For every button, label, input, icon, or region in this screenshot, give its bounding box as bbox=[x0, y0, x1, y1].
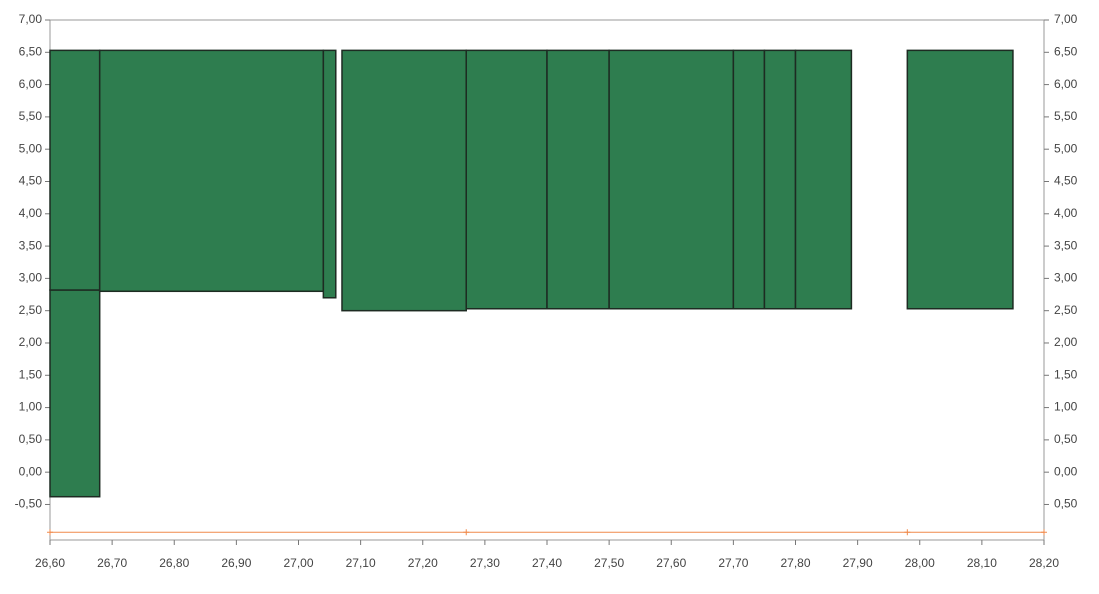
y-tick-label: 7,00 bbox=[19, 12, 43, 26]
x-tick-label: 27,10 bbox=[346, 556, 376, 570]
y-tick-label: 3,00 bbox=[19, 271, 43, 285]
x-tick-label: 27,60 bbox=[656, 556, 686, 570]
bar bbox=[49, 49, 101, 291]
x-tick-label: 27,70 bbox=[718, 556, 748, 570]
bar bbox=[49, 289, 101, 498]
x-tick-label: 26,70 bbox=[97, 556, 127, 570]
line-marker bbox=[904, 529, 911, 536]
y2-tick-label: 0,00 bbox=[1054, 464, 1078, 478]
x-tick-label: 27,50 bbox=[594, 556, 624, 570]
y-tick-label: 0,50 bbox=[19, 432, 43, 446]
y2-tick-label: 1,50 bbox=[1054, 367, 1078, 381]
bar bbox=[322, 49, 337, 299]
y2-tick-label: 5,50 bbox=[1054, 109, 1078, 123]
bar bbox=[763, 49, 797, 310]
y-tick-label: 5,00 bbox=[19, 141, 43, 155]
x-tick-label: 26,90 bbox=[221, 556, 251, 570]
y2-tick-label: 4,50 bbox=[1054, 174, 1078, 188]
y-tick-label: -0,50 bbox=[15, 497, 43, 511]
y-tick-label: 3,50 bbox=[19, 238, 43, 252]
y-tick-label: 0,00 bbox=[19, 464, 43, 478]
line-marker bbox=[47, 529, 53, 536]
y2-tick-label: 2,50 bbox=[1054, 303, 1078, 317]
y2-tick-label: 1,00 bbox=[1054, 400, 1078, 414]
y-tick-label: 6,50 bbox=[19, 44, 43, 58]
x-tick-label: 28,20 bbox=[1029, 556, 1059, 570]
y2-tick-label: 4,00 bbox=[1054, 206, 1078, 220]
bar bbox=[98, 49, 325, 293]
y2-tick-label: 6,00 bbox=[1054, 77, 1078, 91]
y2-tick-label: 7,00 bbox=[1054, 12, 1078, 26]
y-tick-label: 5,50 bbox=[19, 109, 43, 123]
line-marker bbox=[463, 529, 470, 536]
y-tick-label: 1,50 bbox=[19, 367, 43, 381]
y2-tick-label: 2,00 bbox=[1054, 335, 1078, 349]
x-tick-label: 27,90 bbox=[843, 556, 873, 570]
y2-tick-label: 5,00 bbox=[1054, 141, 1078, 155]
bar bbox=[794, 49, 853, 310]
x-tick-label: 27,40 bbox=[532, 556, 562, 570]
y2-tick-label: 3,00 bbox=[1054, 271, 1078, 285]
bar bbox=[546, 49, 610, 310]
x-tick-label: 28,10 bbox=[967, 556, 997, 570]
x-tick-label: 26,60 bbox=[35, 556, 65, 570]
bar bbox=[906, 49, 1014, 310]
y-tick-label: 4,00 bbox=[19, 206, 43, 220]
bar bbox=[608, 49, 735, 310]
bar bbox=[732, 49, 766, 310]
x-tick-label: 27,20 bbox=[408, 556, 438, 570]
y-tick-label: 6,00 bbox=[19, 77, 43, 91]
bar bbox=[465, 49, 548, 310]
y2-tick-label: 0,50 bbox=[1054, 497, 1078, 511]
y-tick-label: 2,50 bbox=[19, 303, 43, 317]
x-tick-label: 26,80 bbox=[159, 556, 189, 570]
x-tick-label: 27,80 bbox=[780, 556, 810, 570]
x-tick-label: 28,00 bbox=[905, 556, 935, 570]
x-tick-label: 27,30 bbox=[470, 556, 500, 570]
y-tick-label: 2,00 bbox=[19, 335, 43, 349]
line-marker bbox=[1041, 529, 1047, 536]
y-tick-label: 1,00 bbox=[19, 400, 43, 414]
x-tick-label: 27,00 bbox=[283, 556, 313, 570]
bar bbox=[341, 49, 467, 312]
y2-tick-label: 3,50 bbox=[1054, 238, 1078, 252]
y2-tick-label: 0,50 bbox=[1054, 432, 1078, 446]
y-tick-label: 4,50 bbox=[19, 174, 43, 188]
y2-tick-label: 6,50 bbox=[1054, 44, 1078, 58]
